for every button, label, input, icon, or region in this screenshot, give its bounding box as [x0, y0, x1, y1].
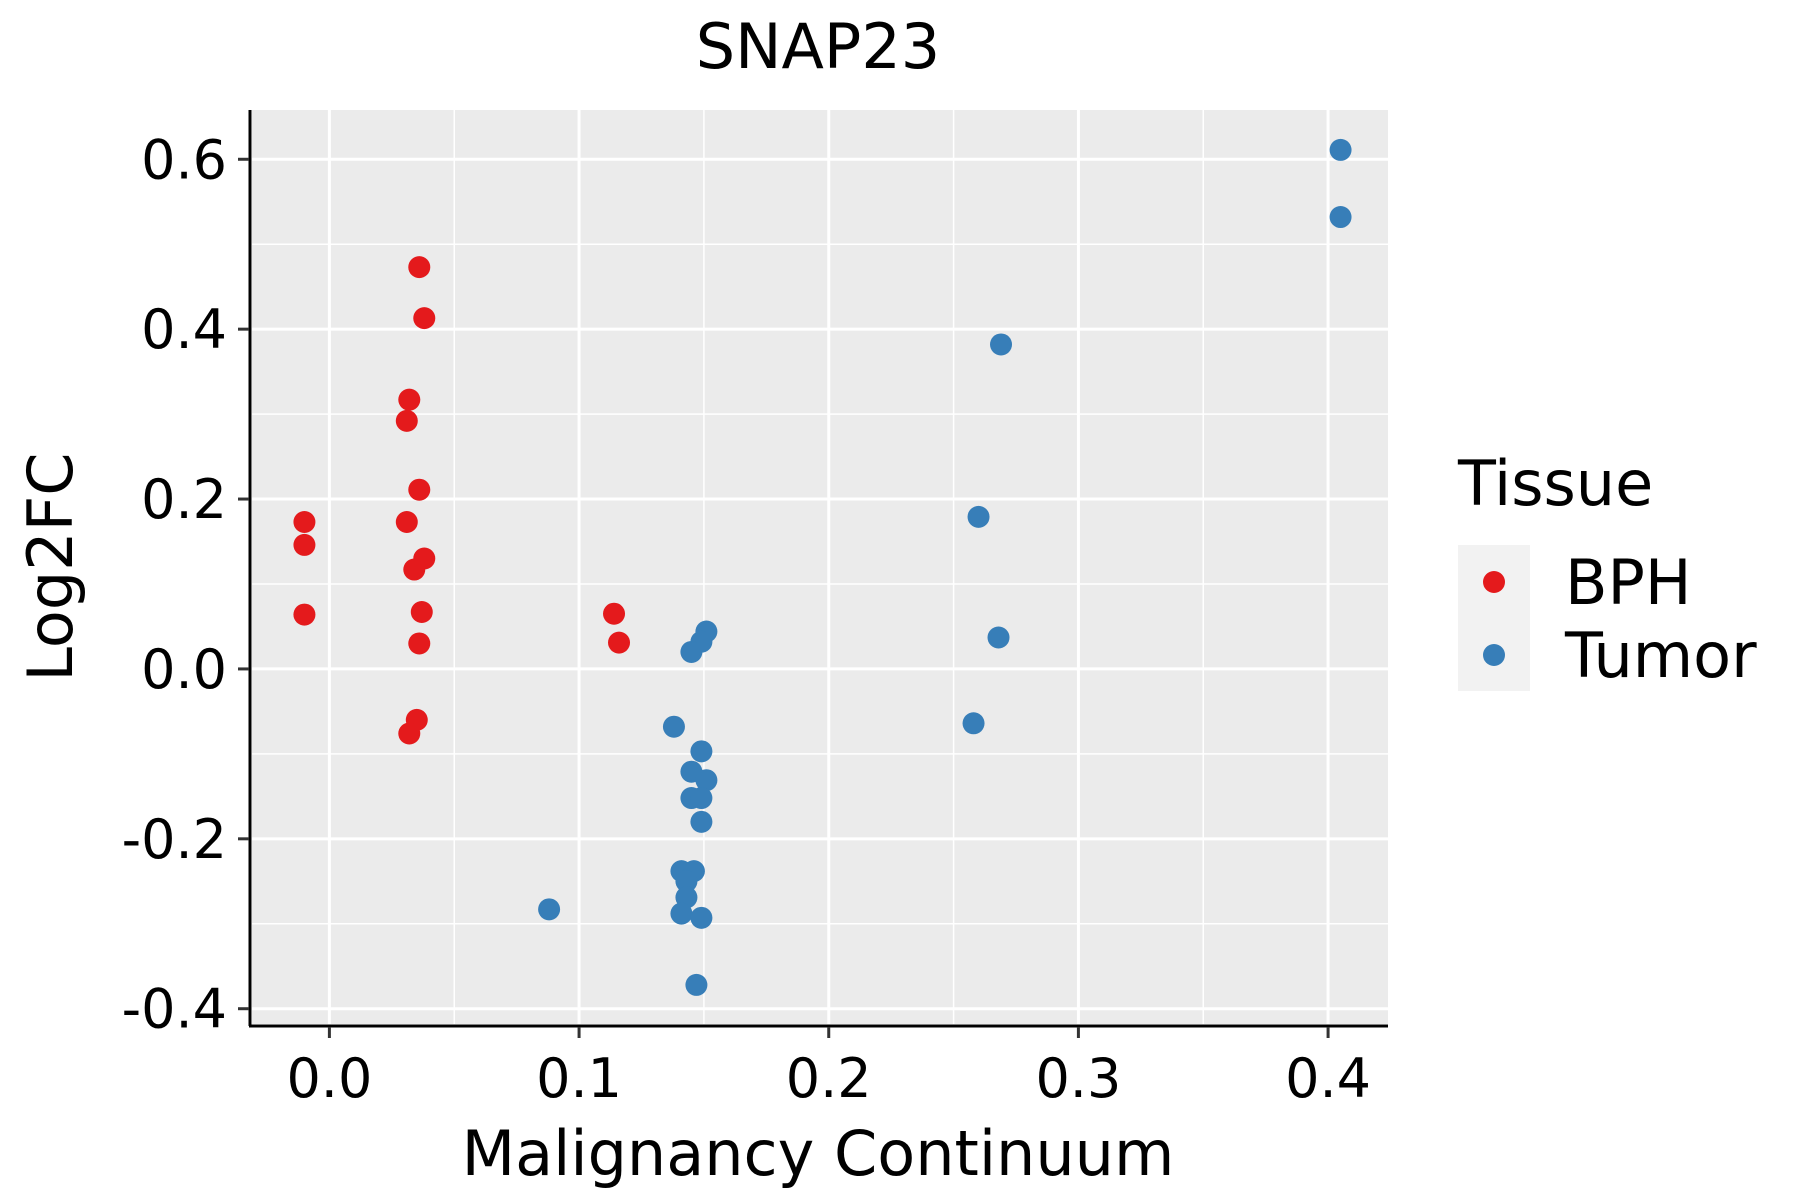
point-tumor-8 — [680, 640, 703, 663]
point-bph-15 — [603, 602, 626, 625]
x-axis-title: Malignancy Continuum — [462, 1117, 1175, 1190]
chart-title: SNAP23 — [696, 10, 940, 83]
point-bph-2 — [293, 603, 316, 626]
point-bph-10 — [403, 558, 426, 581]
legend-title: Tissue — [1457, 447, 1653, 520]
plot-panel — [252, 110, 1388, 1024]
point-bph-1 — [293, 533, 316, 556]
point-bph-4 — [413, 307, 436, 330]
point-tumor-18 — [675, 870, 698, 893]
x-tick-label: 0.1 — [536, 1047, 622, 1110]
point-bph-7 — [408, 478, 431, 501]
point-bph-8 — [395, 510, 418, 533]
grid-lines — [252, 110, 1388, 1024]
x-tick-label: 0.3 — [1035, 1047, 1121, 1110]
point-tumor-10 — [690, 740, 713, 763]
y-tick-label: 0.2 — [141, 468, 227, 531]
point-tumor-23 — [685, 973, 708, 996]
point-tumor-0 — [1329, 138, 1352, 161]
point-tumor-22 — [538, 898, 561, 921]
point-tumor-3 — [967, 505, 990, 528]
y-axis-ticks — [238, 157, 249, 1011]
point-bph-3 — [408, 256, 431, 279]
y-tick-label: 0.0 — [141, 638, 227, 701]
point-tumor-9 — [662, 715, 685, 738]
legend-key-bph — [1483, 571, 1505, 593]
legend: Tissue BPH Tumor — [1457, 447, 1757, 692]
y-axis-title: Log2FC — [14, 452, 87, 681]
x-tick-label: 0.2 — [786, 1047, 872, 1110]
point-tumor-5 — [962, 712, 985, 735]
point-bph-14 — [398, 722, 421, 745]
y-tick-label: -0.2 — [122, 808, 227, 871]
panel-background — [252, 110, 1388, 1024]
point-tumor-20 — [670, 902, 693, 925]
point-bph-0 — [293, 510, 316, 533]
x-axis-ticks — [327, 1027, 1330, 1038]
point-bph-5 — [398, 388, 421, 411]
point-tumor-12 — [695, 769, 718, 792]
data-points — [293, 138, 1352, 996]
point-bph-6 — [395, 409, 418, 432]
point-bph-11 — [410, 601, 433, 624]
y-axis-tick-labels: -0.4 -0.2 0.0 0.2 0.4 0.6 — [122, 128, 227, 1040]
y-tick-label: -0.4 — [122, 978, 227, 1041]
legend-label-bph: BPH — [1565, 546, 1692, 619]
point-bph-12 — [408, 632, 431, 655]
point-tumor-1 — [1329, 206, 1352, 229]
x-tick-label: 0.0 — [286, 1047, 372, 1110]
axes: 0.0 0.1 0.2 0.3 0.4 -0.4 -0.2 0.0 0.2 0.4 0.6 — [122, 110, 1388, 1110]
legend-key-tumor — [1483, 644, 1505, 666]
legend-label-tumor: Tumor — [1564, 619, 1757, 692]
x-tick-label: 0.4 — [1285, 1047, 1371, 1110]
point-tumor-21 — [690, 906, 713, 929]
y-tick-label: 0.4 — [141, 298, 227, 361]
point-tumor-2 — [990, 333, 1013, 356]
point-bph-16 — [608, 631, 631, 654]
point-tumor-4 — [987, 626, 1010, 649]
point-tumor-14 — [690, 787, 713, 810]
x-axis-tick-labels: 0.0 0.1 0.2 0.3 0.4 — [286, 1047, 1371, 1110]
legend-key-background — [1458, 545, 1530, 691]
point-tumor-15 — [690, 810, 713, 833]
y-tick-label: 0.6 — [141, 128, 227, 191]
